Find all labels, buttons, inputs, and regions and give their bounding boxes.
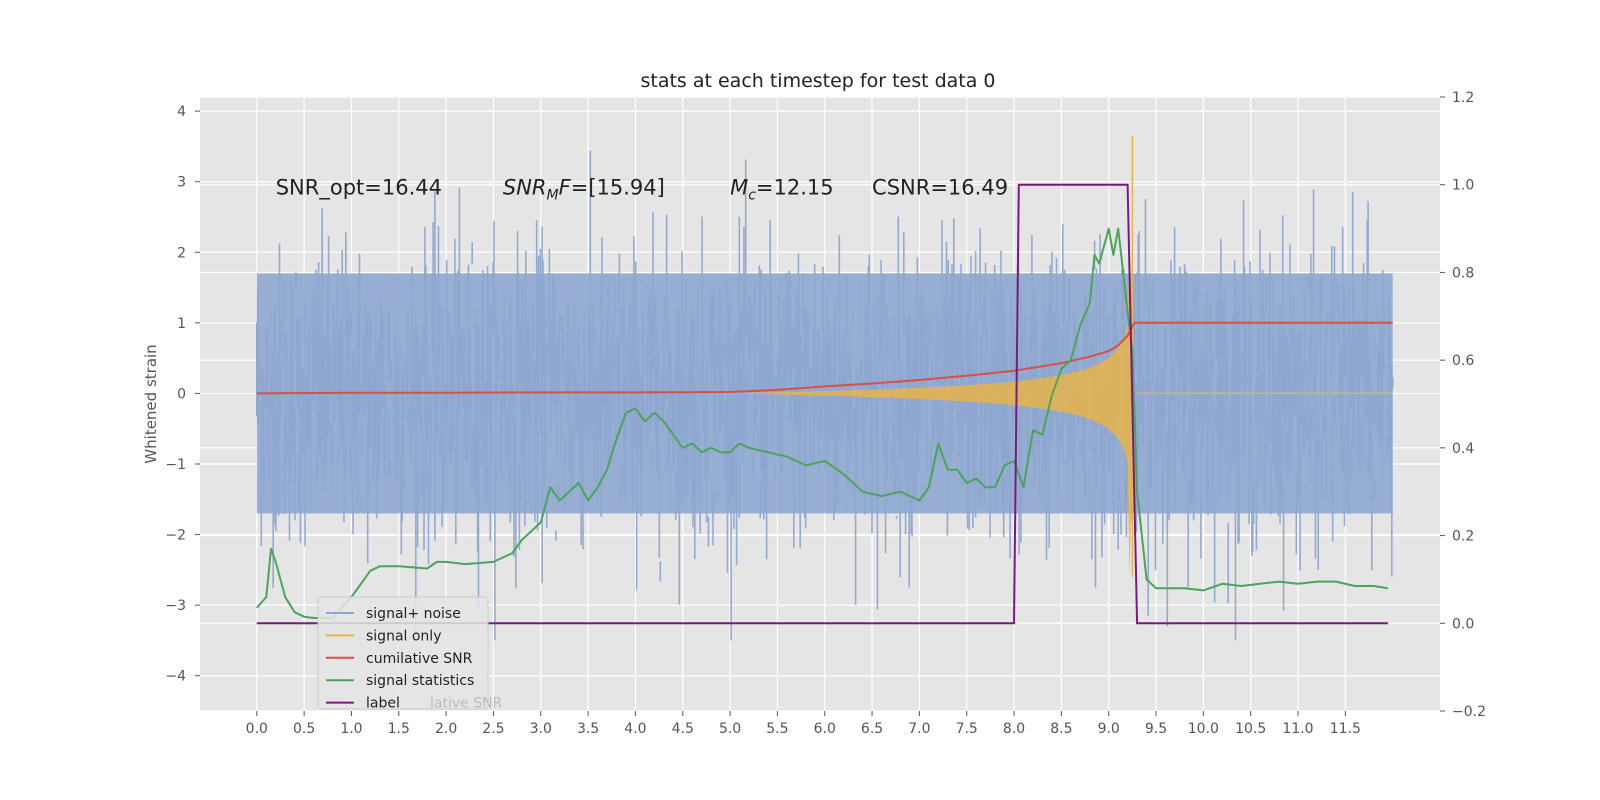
y-tick-label: −2 <box>165 528 186 544</box>
x-tick-label: 10.5 <box>1235 721 1266 737</box>
x-tick-label: 3.0 <box>530 721 552 737</box>
annotation-part: =12.15 <box>756 175 834 199</box>
legend-box <box>317 596 489 710</box>
annotation-part: M <box>547 187 559 203</box>
series-label <box>256 183 1388 625</box>
signal-only-envelope <box>730 238 1135 577</box>
x-tick-label: 6.0 <box>814 721 836 737</box>
axis-ticks: 0.0 0.5 1.0 1.5 2.0 2.5 3.0 3.5 4.0 4.5 5.0 5.5 6.0 6… <box>165 90 1486 737</box>
y2-tick-label: 0.0 <box>1452 616 1474 632</box>
y-tick-label: −4 <box>165 669 186 685</box>
x-tick-label: 8.0 <box>1003 721 1025 737</box>
y-axis-label: Whitened strain <box>142 344 160 463</box>
y-tick-label: −1 <box>165 457 186 473</box>
legend-entry: label <box>366 696 400 712</box>
annotation-2: Mc=12.15 <box>730 175 834 203</box>
y-tick-label: 1 <box>177 316 186 332</box>
legend-entry: cumilative SNR <box>366 651 473 667</box>
y-tick-label: 4 <box>177 104 186 120</box>
x-tick-label: 0.0 <box>246 721 268 737</box>
annotation-3: CSNR=16.49 <box>872 175 1008 199</box>
annotation-0: SNR_opt=16.44 <box>276 175 442 200</box>
x-tick-label: 3.5 <box>577 721 599 737</box>
x-tick-label: 1.0 <box>340 721 362 737</box>
annotation-part: =[15.94] <box>571 175 665 199</box>
y2-tick-label: −0.2 <box>1452 704 1486 720</box>
y2-tick-label: 1.2 <box>1452 90 1474 106</box>
x-tick-label: 9.0 <box>1098 721 1120 737</box>
x-tick-label: 2.5 <box>482 721 504 737</box>
y2-tick-label: 0.2 <box>1452 529 1474 545</box>
x-tick-label: 11.0 <box>1282 721 1313 737</box>
x-tick-label: 8.5 <box>1050 721 1072 737</box>
series-cumulative-snr <box>256 321 1393 395</box>
legend-entry: signal only <box>366 628 441 644</box>
x-tick-label: 2.0 <box>435 721 457 737</box>
annotation-part: SNR <box>503 175 547 199</box>
x-tick-label: 11.5 <box>1330 721 1361 737</box>
legend-entry: signal statistics <box>366 673 474 689</box>
x-tick-label: 5.0 <box>719 721 741 737</box>
annotation-1: SNRMF=[15.94] <box>503 175 665 203</box>
legend-ghost-text: lative SNR <box>430 696 503 712</box>
y2-tick-label: 1.0 <box>1452 178 1474 194</box>
x-tick-label: 0.5 <box>293 721 315 737</box>
series-lines <box>256 183 1393 625</box>
annotation-part: F <box>559 175 572 199</box>
x-tick-label: 7.0 <box>908 721 930 737</box>
annotation-part: M <box>730 175 748 199</box>
x-tick-label: 4.0 <box>624 721 646 737</box>
chart-title: stats at each timestep for test data 0 <box>640 70 995 92</box>
annotation-part: c <box>748 187 756 203</box>
y-tick-label: 2 <box>177 245 186 261</box>
series-layer <box>256 135 1394 641</box>
y-tick-label: 0 <box>177 386 186 402</box>
annotations: SNR_opt=16.44 SNRMF=[15.94] Mc=12.15 CSNR=1… <box>276 175 1008 203</box>
legend: signal+ noise signal only cumilative SNR si… <box>317 596 503 712</box>
annotation-part: SNR_opt=16.44 <box>276 175 442 200</box>
x-tick-label: 7.5 <box>956 721 978 737</box>
x-tick-label: 5.5 <box>766 721 788 737</box>
y2-tick-label: 0.6 <box>1452 353 1474 369</box>
y2-tick-label: 0.4 <box>1452 441 1474 457</box>
x-tick-label: 1.5 <box>388 721 410 737</box>
legend-entry: signal+ noise <box>366 606 461 622</box>
y2-tick-label: 0.8 <box>1452 265 1474 281</box>
y-tick-label: −3 <box>165 598 186 614</box>
x-tick-label: 9.5 <box>1145 721 1167 737</box>
y-tick-label: 3 <box>177 175 186 191</box>
x-tick-label: 4.5 <box>672 721 694 737</box>
x-tick-label: 6.5 <box>861 721 883 737</box>
x-tick-label: 10.0 <box>1188 721 1219 737</box>
annotation-part: CSNR=16.49 <box>872 175 1008 199</box>
series-signal-statistics <box>256 227 1389 619</box>
